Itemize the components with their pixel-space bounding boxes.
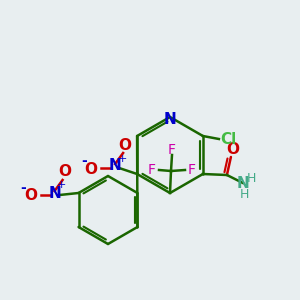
Text: H: H (247, 172, 256, 184)
Text: N: N (109, 158, 122, 173)
Text: N: N (236, 176, 249, 191)
Text: O: O (24, 188, 37, 203)
Text: -: - (81, 154, 87, 168)
Text: F: F (148, 163, 156, 177)
Text: F: F (168, 143, 176, 157)
Text: H: H (240, 188, 250, 200)
Text: O: O (226, 142, 239, 157)
Text: O: O (85, 161, 98, 176)
Text: +: + (57, 180, 66, 190)
Text: -: - (21, 181, 26, 195)
Text: F: F (188, 163, 196, 177)
Text: Cl: Cl (220, 133, 236, 148)
Text: O: O (118, 137, 132, 152)
Text: +: + (117, 154, 127, 164)
Text: O: O (58, 164, 71, 179)
Text: N: N (164, 112, 176, 128)
Text: N: N (48, 185, 61, 200)
